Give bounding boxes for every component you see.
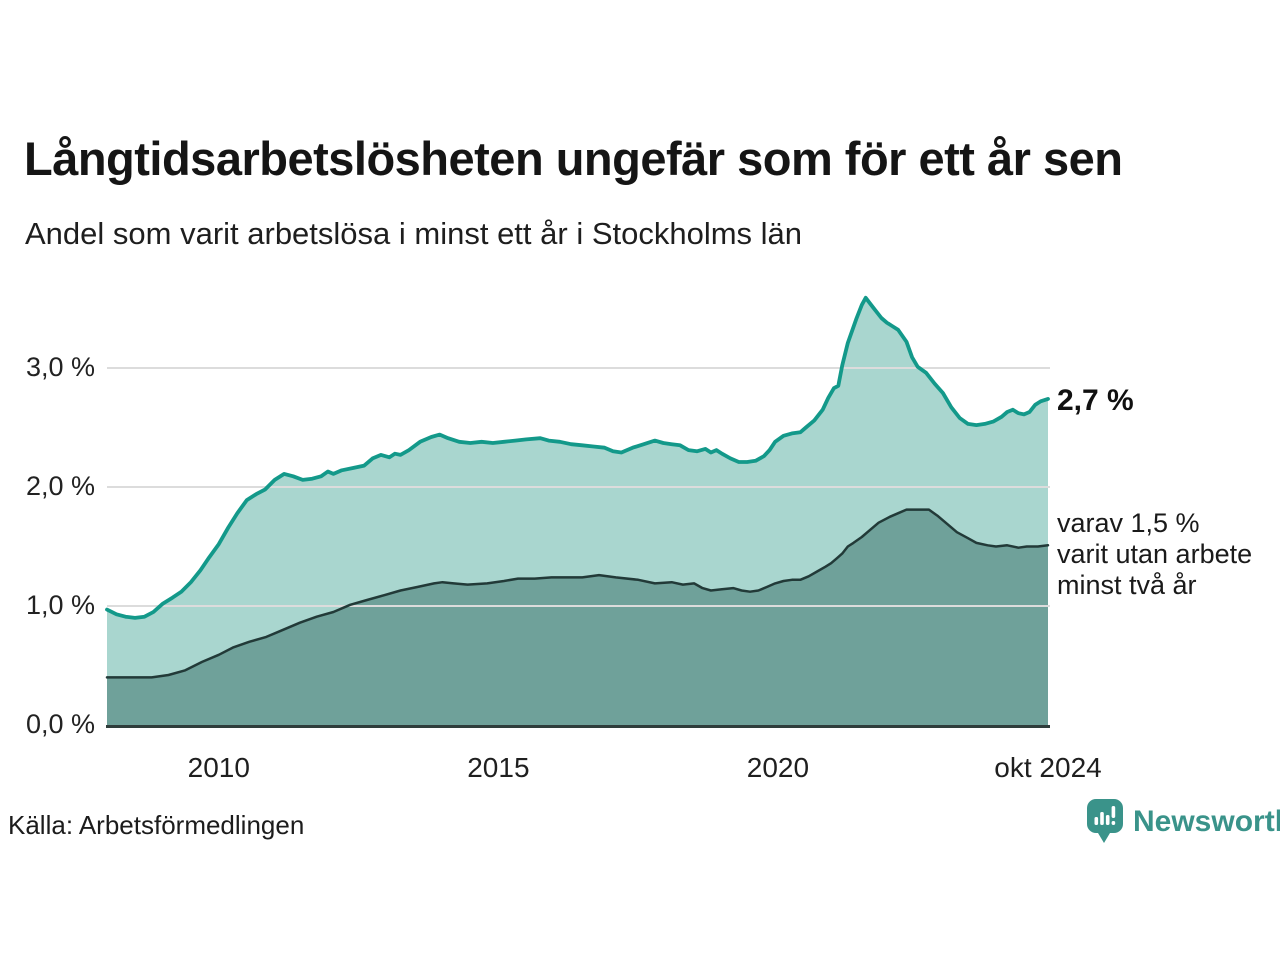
newsworthy-bubble-chart-icon (1086, 798, 1124, 851)
x-axis-tick-2010: 2010 (187, 752, 250, 783)
y-axis-tick-2: 2,0 % (25, 471, 95, 501)
newsworthy-logo: Newsworthy (1086, 798, 1280, 851)
secondary-annotation-line-1: varav 1,5 % (1057, 508, 1200, 539)
x-axis-tick-okt-2024: okt 2024 (994, 752, 1102, 783)
secondary-annotation-line-2: varit utan arbete (1057, 539, 1253, 570)
x-axis-tick-2015: 2015 (467, 752, 530, 783)
y-axis-tick-3: 3,0 % (25, 352, 95, 382)
chart-title: Långtidsarbetslösheten ungefär som för e… (24, 132, 1123, 185)
latest-value-label: 2,7 % (1057, 383, 1134, 417)
newsworthy-wordmark: Newsworthy (1133, 805, 1280, 838)
chart-subtitle: Andel som varit arbetslösa i minst ett å… (25, 216, 803, 251)
x-axis-tick-2020: 2020 (746, 752, 810, 783)
y-axis-tick-0: 0,0 % (25, 709, 95, 739)
y-axis-tick-1: 1,0 % (25, 590, 95, 620)
source-credit: Källa: Arbetsförmedlingen (8, 810, 305, 840)
secondary-annotation-line-3: minst två år (1057, 570, 1197, 601)
secondary-series-annotation: varav 1,5 % varit utan arbete minst två … (1057, 508, 1252, 601)
